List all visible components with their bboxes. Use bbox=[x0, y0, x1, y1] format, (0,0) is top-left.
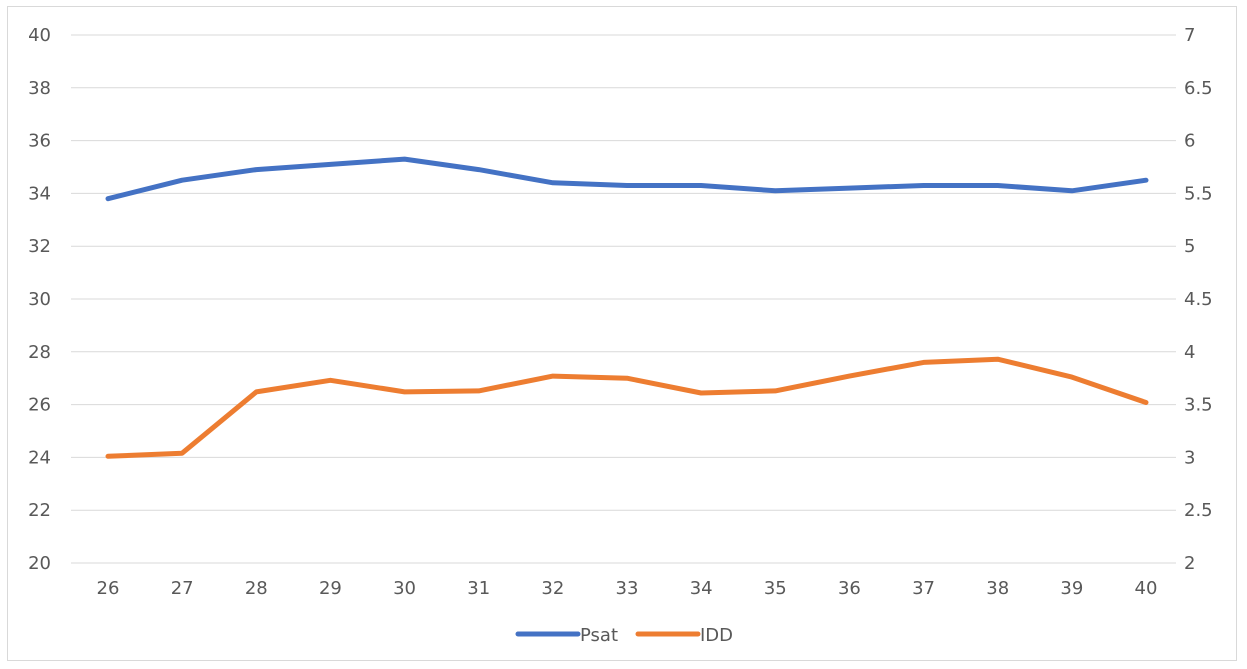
series-line-psat bbox=[105, 156, 1149, 202]
left-y-axis: 20 22 24 26 28 30 32 34 36 38 40 bbox=[28, 25, 51, 574]
x-tick-label: 40 bbox=[1135, 578, 1158, 599]
x-tick-label: 28 bbox=[245, 578, 268, 599]
right-y-tick-label: 2 bbox=[1184, 553, 1195, 574]
chart-container: 20 22 24 26 28 30 32 34 36 38 40 2 2.5 3 3.5 4 4.5 5 5.5 6… bbox=[7, 6, 1237, 661]
right-y-tick-label: 2.5 bbox=[1184, 500, 1213, 521]
x-tick-label: 34 bbox=[690, 578, 713, 599]
left-y-tick-label: 28 bbox=[28, 342, 51, 363]
left-y-tick-label: 34 bbox=[28, 183, 51, 204]
right-y-tick-label: 7 bbox=[1184, 25, 1195, 46]
left-y-tick-label: 38 bbox=[28, 78, 51, 99]
right-y-axis: 2 2.5 3 3.5 4 4.5 5 5.5 6 6.5 7 bbox=[1184, 25, 1213, 574]
right-y-tick-label: 6.5 bbox=[1184, 78, 1213, 99]
x-tick-label: 29 bbox=[319, 578, 342, 599]
left-y-tick-label: 20 bbox=[28, 553, 51, 574]
left-y-tick-label: 40 bbox=[28, 25, 51, 46]
x-tick-label: 33 bbox=[616, 578, 639, 599]
x-tick-label: 26 bbox=[97, 578, 120, 599]
x-axis: 26 27 28 29 30 31 32 33 34 35 36 37 38 39 40 bbox=[97, 578, 1158, 599]
left-y-tick-label: 22 bbox=[28, 500, 51, 521]
right-y-tick-label: 5.5 bbox=[1184, 183, 1213, 204]
gridlines bbox=[71, 34, 1176, 564]
x-tick-label: 39 bbox=[1060, 578, 1083, 599]
series-line-idd bbox=[105, 356, 1149, 459]
left-y-tick-label: 26 bbox=[28, 395, 51, 416]
legend: Psat IDD bbox=[515, 625, 733, 646]
right-y-tick-label: 3.5 bbox=[1184, 395, 1213, 416]
x-tick-label: 38 bbox=[986, 578, 1009, 599]
line-chart: 20 22 24 26 28 30 32 34 36 38 40 2 2.5 3 3.5 4 4.5 5 5.5 6… bbox=[28, 25, 1213, 646]
x-tick-label: 32 bbox=[541, 578, 564, 599]
x-tick-label: 27 bbox=[171, 578, 194, 599]
left-y-tick-label: 24 bbox=[28, 447, 51, 468]
right-y-tick-label: 6 bbox=[1184, 131, 1195, 152]
left-y-tick-label: 36 bbox=[28, 131, 51, 152]
x-tick-label: 31 bbox=[467, 578, 490, 599]
left-y-tick-label: 30 bbox=[28, 289, 51, 310]
x-tick-label: 36 bbox=[838, 578, 861, 599]
series-lines bbox=[105, 156, 1149, 459]
right-y-tick-label: 3 bbox=[1184, 447, 1195, 468]
left-y-tick-label: 32 bbox=[28, 236, 51, 257]
right-y-tick-label: 4 bbox=[1184, 342, 1195, 363]
x-tick-label: 30 bbox=[393, 578, 416, 599]
right-y-tick-label: 4.5 bbox=[1184, 289, 1213, 310]
legend-label-idd: IDD bbox=[700, 625, 733, 646]
legend-label-psat: Psat bbox=[580, 625, 618, 646]
x-tick-label: 37 bbox=[912, 578, 935, 599]
right-y-tick-label: 5 bbox=[1184, 236, 1195, 257]
x-tick-label: 35 bbox=[764, 578, 787, 599]
